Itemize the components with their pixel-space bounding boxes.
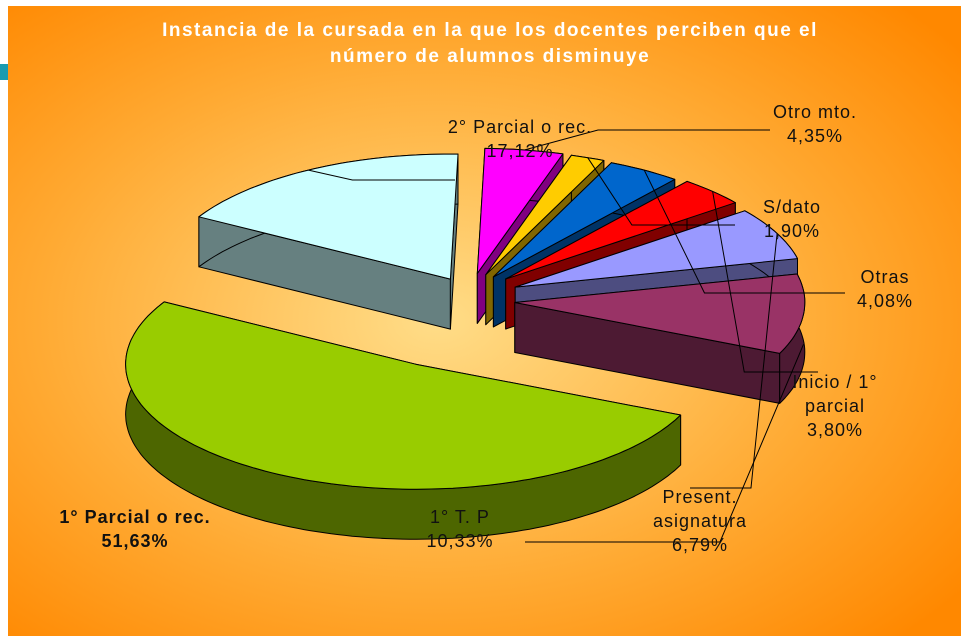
category-label: 1° T. P bbox=[430, 507, 490, 527]
category-label: 1° Parcial o rec. bbox=[59, 507, 211, 527]
slice-label: Inicio / 1° parcial 3,80% bbox=[760, 370, 910, 442]
slice bbox=[492, 162, 676, 278]
accent-bar bbox=[0, 64, 8, 80]
category-label: Otro mto. bbox=[772, 102, 857, 122]
category-label: Present. asignatura bbox=[652, 487, 748, 531]
slice-label: S/dato 1,90% bbox=[742, 195, 842, 243]
leader-line bbox=[524, 129, 770, 151]
value-label: 6,79% bbox=[671, 535, 729, 555]
value-label: 10,33% bbox=[426, 531, 494, 551]
slice bbox=[125, 301, 682, 490]
leader-line bbox=[587, 157, 735, 226]
slice bbox=[505, 180, 736, 280]
slice-label: 1° Parcial o rec. 51,63% bbox=[45, 505, 225, 553]
chart-title: Instancia de la cursada en la que los do… bbox=[162, 20, 818, 67]
value-label: 1,90% bbox=[763, 221, 821, 241]
category-label: Otras bbox=[860, 267, 910, 287]
leader-line bbox=[690, 233, 778, 489]
value-label: 4,08% bbox=[856, 291, 914, 311]
value-label: 51,63% bbox=[101, 531, 169, 551]
slice-label: 1° T. P 10,33% bbox=[405, 505, 515, 553]
slice-label: Otro mto. 4,35% bbox=[755, 100, 875, 148]
slice bbox=[485, 154, 605, 276]
pie bbox=[125, 147, 806, 540]
value-label: 17,12% bbox=[486, 141, 554, 161]
category-label: 2° Parcial o rec. bbox=[447, 117, 593, 137]
slice-label: Present. asignatura 6,79% bbox=[620, 485, 780, 557]
leader-lines bbox=[308, 129, 845, 543]
slice-label: 2° Parcial o rec. 17,12% bbox=[445, 115, 595, 163]
slice-label: Otras 4,08% bbox=[835, 265, 935, 313]
value-label: 3,80% bbox=[806, 420, 864, 440]
leader-line bbox=[308, 169, 455, 181]
leader-line bbox=[643, 169, 845, 294]
slice bbox=[514, 273, 806, 354]
value-label: 4,35% bbox=[786, 126, 844, 146]
category-label: S/dato bbox=[762, 197, 822, 217]
leader-line bbox=[525, 344, 804, 543]
leader-line bbox=[712, 191, 818, 373]
slice bbox=[198, 153, 459, 280]
category-label: Inicio / 1° parcial bbox=[792, 372, 878, 416]
